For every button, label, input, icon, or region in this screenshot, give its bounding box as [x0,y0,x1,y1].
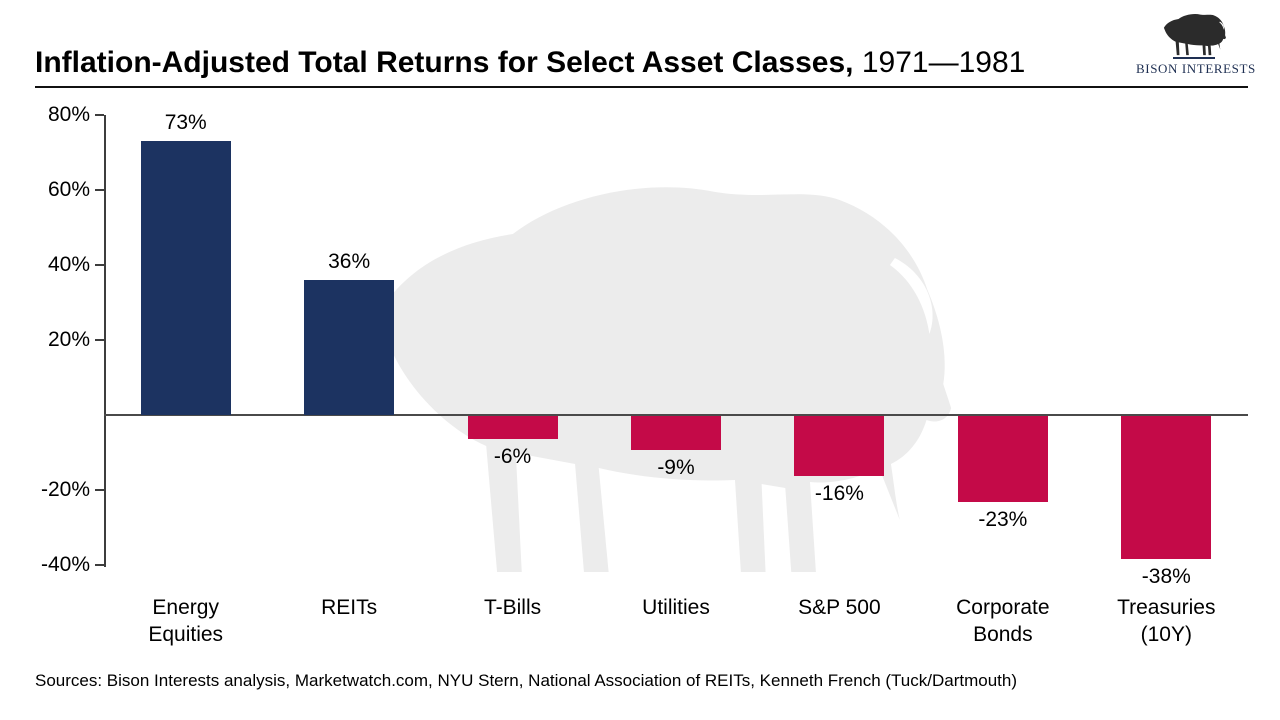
bar-value-label: -38% [1141,564,1191,588]
bar-value-label: -23% [978,508,1028,532]
category-label: Utilities [642,596,710,619]
title-underline [35,86,1248,88]
y-axis-tick-label: -40% [40,553,90,576]
page-title: Inflation-Adjusted Total Returns for Sel… [35,46,1025,80]
x-axis-zero-line [104,414,1248,416]
y-axis-tick-label: 40% [47,253,90,276]
category-label: Energy Equities [148,596,224,646]
bar-value-label: -16% [814,482,864,505]
category-label: T-Bills [483,596,542,619]
category-label: REITs [321,596,378,619]
bar-value-label: -6% [493,444,532,468]
y-axis-tick [95,189,104,191]
category-label: S&P 500 [798,596,881,619]
y-axis-tick [95,114,104,116]
y-axis-tick [95,564,104,566]
y-axis-tick-label: 20% [47,328,90,351]
category-label: Corporate Bonds [956,596,1050,646]
y-axis-tick [95,489,104,491]
bar [631,416,721,450]
bar [794,416,885,476]
company-logo: BISON INTERESTS [1136,12,1256,77]
title-main: Inflation-Adjusted Total Returns for Sel… [35,46,854,79]
bison-watermark-icon [377,187,952,572]
sources-text: Sources: Bison Interests analysis, Marke… [35,671,1017,690]
bar [957,416,1048,503]
bar [467,416,558,439]
bar-value-label: 73% [164,111,207,135]
y-axis-tick-label: 60% [47,178,90,201]
bar [304,280,395,415]
logo-divider [1173,57,1215,59]
logo-wordmark: BISON INTERESTS [1136,61,1256,76]
bar [1121,416,1212,559]
y-axis-tick [95,264,104,266]
bar-value-label: -9% [657,455,695,479]
title-period: 1971—1981 [853,46,1026,79]
y-axis-tick-label: 80% [47,103,90,126]
y-axis-tick [95,339,104,341]
y-axis-line [104,115,106,567]
bar [140,141,231,415]
category-label: Treasuries (10Y) [1117,596,1216,646]
y-axis-tick-label: -20% [40,478,90,501]
bar-value-label: 36% [328,250,371,273]
